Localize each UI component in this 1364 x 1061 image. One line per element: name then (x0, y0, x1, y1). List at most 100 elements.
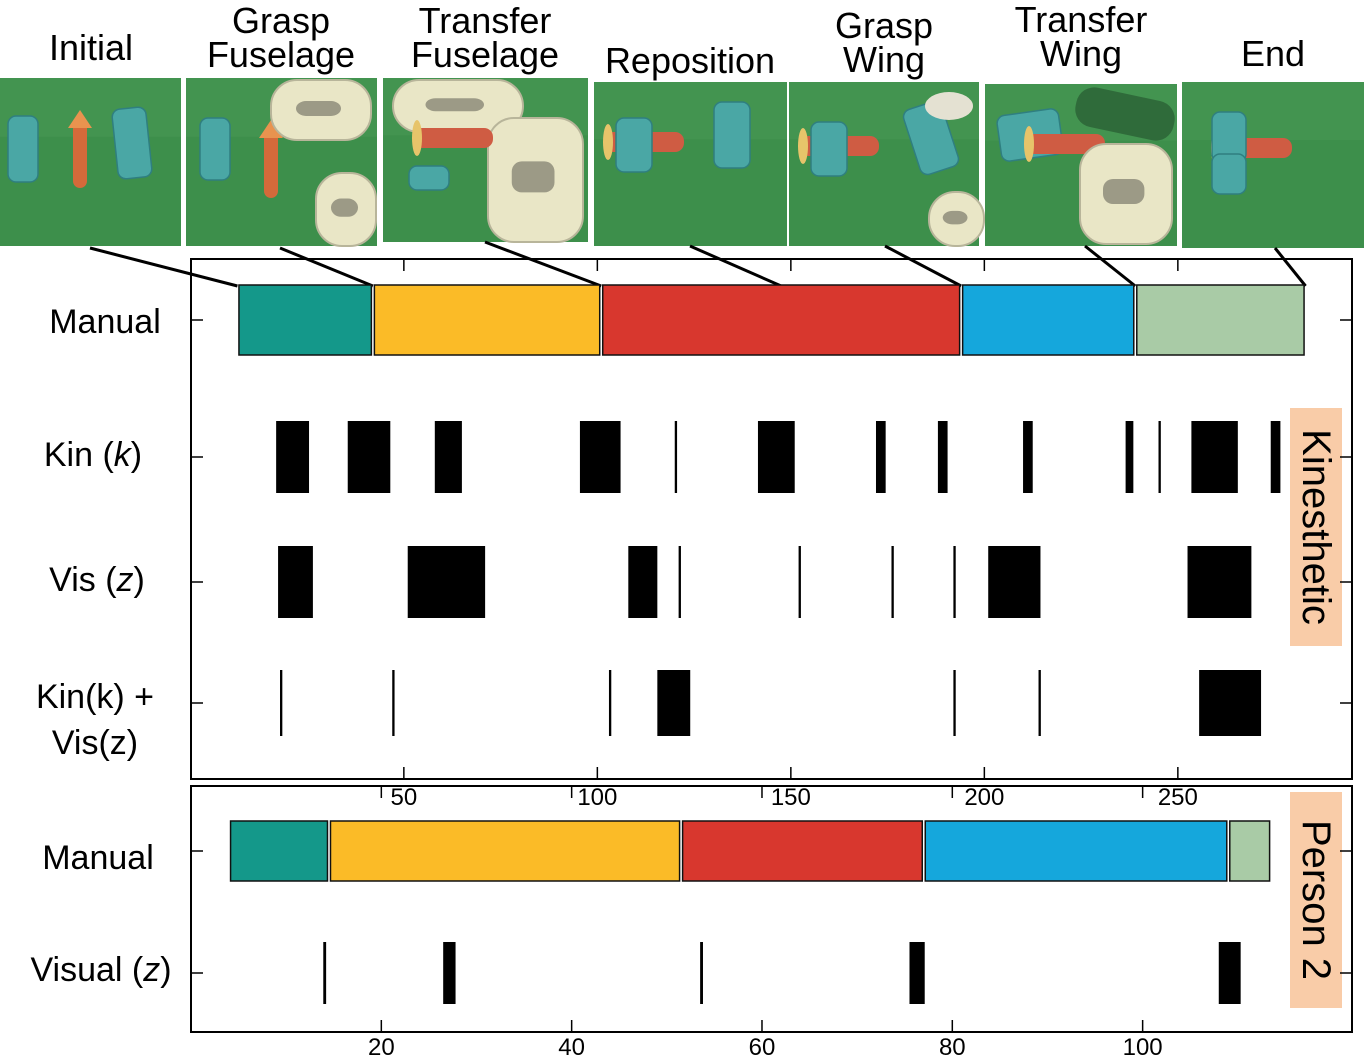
photo-title-end: End (1241, 33, 1305, 74)
row-1-0: Manual (42, 820, 1352, 882)
photo-reposition-wing-placed (615, 117, 653, 173)
event-bar (678, 546, 681, 618)
photo-end-shade (1182, 82, 1364, 141)
event-bar (674, 421, 678, 493)
photo-grasp-fuselage-robot-gripper-joint (296, 101, 341, 116)
chart-kinesthetic-frame (190, 258, 1353, 780)
event-bar (392, 670, 395, 736)
row-label: Manual (42, 839, 154, 877)
event-bar (1023, 421, 1033, 493)
photo-initial (0, 78, 181, 246)
photo-transfer-fuselage-wing (408, 165, 450, 191)
event-bar (891, 546, 894, 618)
chart-person2: Person 2 Manual Visual (z) 20 40 60 80 100 (30, 785, 1353, 1061)
photo-end (1182, 82, 1364, 248)
side-label-kinesthetic-bg (1290, 408, 1342, 646)
x-tick-label: 20 (368, 1034, 395, 1061)
row-label-part: Visual ( (30, 951, 143, 989)
x-tick-label: 100 (1123, 1034, 1163, 1061)
photo-transfer-wing-arm-sleeve (1075, 87, 1175, 141)
side-label-person2-bg (1290, 792, 1342, 1008)
side-label-kinesthetic: Kinesthetic (1294, 429, 1338, 625)
photo-transfer-fuselage (383, 78, 588, 243)
x-tick-label: 150 (771, 784, 811, 811)
row-label-part: k (114, 436, 133, 474)
row-label-part: Kin ( (44, 436, 115, 474)
manual-segment-4 (924, 820, 1228, 882)
photo-transfer-wing-fuselage (1025, 134, 1105, 154)
row-label: Kin (k) (44, 436, 142, 474)
photo-title-transfer-wing: Wing (1040, 33, 1122, 74)
photo-grasp-fuselage-fuselage-nose (259, 120, 283, 138)
manual-segment-3 (681, 820, 924, 882)
photo-transfer-wing (985, 84, 1177, 246)
event-bar (700, 942, 703, 1004)
x-tick-label: 200 (964, 784, 1004, 811)
photo-transfer-fuselage-fuselage-propeller (412, 120, 422, 156)
manual-segment-1 (229, 820, 329, 882)
manual-segment-2 (373, 284, 601, 356)
photo-title-reposition: Reposition (605, 40, 775, 81)
event-bar (278, 546, 313, 618)
row-label-part: Vis ( (49, 561, 117, 599)
event-bar (1187, 546, 1252, 618)
row-0-1: Kin (k) (44, 421, 1352, 493)
x-tick-label: 50 (390, 784, 417, 811)
x-tick-label: 40 (558, 1034, 585, 1061)
event-bar (937, 421, 948, 493)
row-0-2: Vis (z) (49, 546, 1352, 618)
manual-segment-5 (1229, 820, 1271, 882)
connector-line (279, 246, 374, 288)
photo-reposition-fuselage-propeller (603, 124, 613, 160)
x-tick-label: 80 (939, 1034, 966, 1061)
photo-grasp-wing-robot-arm-joint (942, 210, 968, 225)
event-bar (1218, 942, 1241, 1004)
manual-segment-5 (1136, 284, 1305, 356)
photo-grasp-wing-wing-grasped (902, 100, 960, 176)
manual-segment-4 (961, 284, 1135, 356)
x-tick-label: 60 (749, 1034, 776, 1061)
row-label: Manual (49, 303, 161, 341)
photo-initial-wing-left (7, 115, 39, 183)
row-label: Kin(k) + (36, 678, 154, 716)
event-bar (347, 421, 391, 493)
event-bar (657, 670, 691, 736)
photo-grasp-fuselage-fuselage (264, 128, 278, 198)
row-label: Vis (z) (49, 561, 145, 599)
connector-line (884, 244, 962, 288)
row-label-part: ) (134, 561, 145, 599)
row-label: Visual (z) (30, 951, 171, 989)
event-bar (608, 670, 612, 736)
photo-initial-fuselage-nose (68, 110, 92, 128)
photo-grasp-fuselage-wing (199, 117, 231, 181)
photo-grasp-fuselage (186, 78, 377, 247)
event-bar (1125, 421, 1134, 493)
photo-title-transfer-fuselage: Fuselage (411, 34, 559, 75)
event-bar (757, 421, 795, 493)
event-bar (875, 421, 886, 493)
photo-transfer-fuselage-robot-arm-joint (511, 161, 555, 193)
side-label-person2: Person 2 (1294, 820, 1338, 980)
event-bar (1199, 670, 1262, 736)
photo-grasp-wing-gripper (925, 92, 973, 120)
photo-title-grasp-fuselage: Grasp (232, 0, 330, 41)
photo-end-wing-bottom (1211, 153, 1247, 195)
connector-line (89, 246, 238, 288)
row-1-1: Visual (z) (30, 942, 1352, 1004)
event-bar (628, 546, 658, 618)
row-label-part: z (142, 951, 160, 989)
photo-title-transfer-wing: Transfer (1015, 0, 1148, 40)
x-tick-label: 100 (577, 784, 617, 811)
event-bar (988, 546, 1041, 618)
event-bar (276, 421, 310, 493)
event-bar (443, 942, 456, 1004)
event-bar (579, 421, 621, 493)
event-bar (1038, 670, 1041, 736)
photo-title-grasp-wing: Grasp (835, 5, 933, 46)
photo-title-initial: Initial (49, 27, 133, 68)
event-bar (323, 942, 327, 1004)
event-bar (280, 670, 283, 736)
connector-line (484, 240, 602, 288)
